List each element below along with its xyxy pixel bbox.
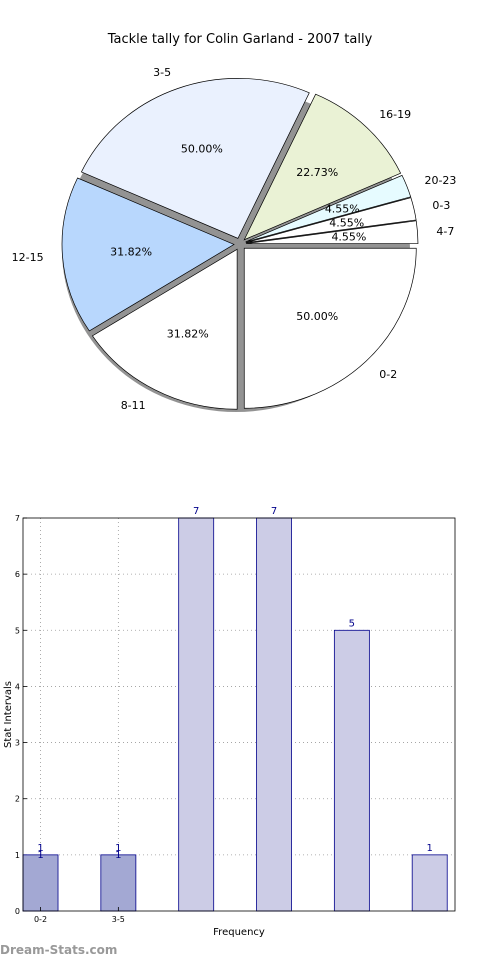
pie-pct-label: 4.55% bbox=[325, 202, 360, 215]
pie-label: 12-15 bbox=[12, 251, 44, 264]
pie-pct-label: 50.00% bbox=[296, 310, 338, 323]
bar bbox=[256, 517, 292, 912]
plot-frame bbox=[22, 517, 456, 912]
pie-slice-0-3 bbox=[245, 197, 417, 244]
pie-pct-label: 22.73% bbox=[296, 166, 338, 179]
pie-label: 16-19 bbox=[379, 108, 411, 121]
y-tick-label: 7 bbox=[15, 514, 20, 523]
pie-label: 8-11 bbox=[121, 399, 146, 412]
bar-value-label: 1 bbox=[37, 850, 43, 861]
bar-value-label: 7 bbox=[193, 506, 199, 517]
x-tick-label: 0-2 bbox=[34, 915, 47, 924]
pie-pct-label: 4.55% bbox=[331, 231, 366, 244]
y-tick-label: 2 bbox=[15, 795, 20, 804]
pie-slice-16-19 bbox=[243, 93, 402, 241]
bar bbox=[100, 854, 137, 912]
pie-label: 3-5 bbox=[153, 66, 171, 79]
y-axis-label: Stat Intervals bbox=[3, 681, 14, 748]
y-tick-label: 0 bbox=[15, 907, 20, 916]
bar-value-label: 5 bbox=[349, 618, 355, 629]
pie-slice-0-2 bbox=[243, 247, 417, 409]
pie-pct-label: 50.00% bbox=[181, 142, 223, 155]
watermark: Dream-Stats.com bbox=[0, 943, 117, 957]
pie-label: 0-3 bbox=[432, 199, 450, 212]
pie-label: 20-23 bbox=[424, 174, 456, 187]
y-tick-label: 1 bbox=[15, 851, 20, 860]
pie-chart: 4-7 4.55% 0-3 4.55% 20-23 4.55% 16-19 22.73% 3-5… bbox=[12, 66, 457, 412]
pie-slice-4-7 bbox=[245, 220, 419, 244]
y-tick-label: 6 bbox=[15, 570, 20, 579]
pie-pct-label: 31.82% bbox=[167, 328, 209, 341]
pie-slice-12-15 bbox=[61, 177, 235, 332]
pie-pct-label: 31.82% bbox=[110, 245, 152, 258]
bar-value-label: 1 bbox=[37, 843, 43, 854]
pie-slice-3-5 bbox=[80, 78, 310, 239]
pie-slice-20-23 bbox=[245, 174, 412, 243]
bar bbox=[333, 629, 370, 912]
bar-value-label: 1 bbox=[427, 843, 433, 854]
bar-value-label: 1 bbox=[115, 843, 121, 854]
bar-value-label: 1 bbox=[115, 850, 121, 861]
bar bbox=[411, 854, 448, 912]
x-tick-label: 3-5 bbox=[112, 915, 125, 924]
pie-label: 4-7 bbox=[436, 225, 454, 238]
bar bbox=[22, 854, 59, 912]
pie-slice-8-11 bbox=[91, 248, 238, 410]
bar-value-label: 7 bbox=[271, 506, 277, 517]
bar bbox=[178, 517, 215, 912]
pie-pct-label: 4.55% bbox=[329, 216, 364, 229]
y-tick-label: 5 bbox=[15, 626, 20, 635]
pie-label: 0-2 bbox=[379, 368, 397, 381]
x-axis-label: Frequency bbox=[213, 927, 265, 938]
y-tick-label: 4 bbox=[15, 682, 20, 691]
pie-title: Tackle tally for Colin Garland - 2007 ta… bbox=[107, 32, 373, 47]
y-tick-label: 3 bbox=[15, 739, 20, 748]
